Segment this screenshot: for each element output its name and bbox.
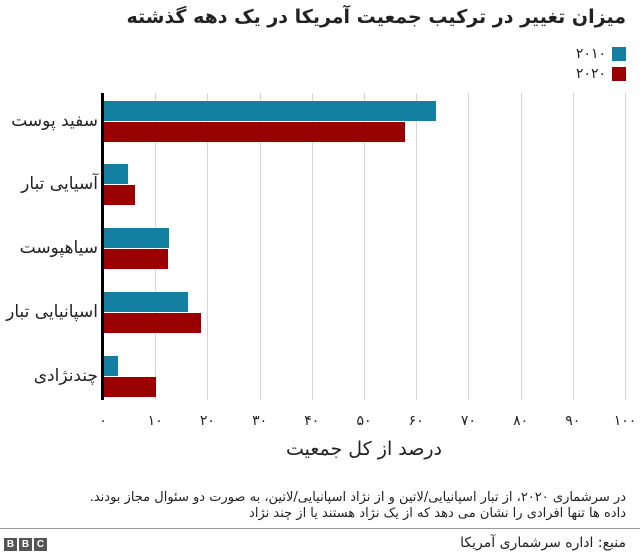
- x-tick-label: ۵۰: [356, 413, 372, 429]
- category-label: چندنژادی: [33, 366, 98, 386]
- gridline: [364, 93, 365, 400]
- x-tick-label: ۸۰: [513, 413, 529, 429]
- legend-item-2010: ۲۰۱۰: [576, 44, 626, 64]
- bar-2020: [103, 377, 157, 397]
- y-axis-line: [101, 93, 104, 400]
- legend-label-2010: ۲۰۱۰: [575, 46, 606, 62]
- plot-area: [103, 93, 626, 400]
- legend-swatch-2020: [612, 67, 626, 81]
- x-tick-label: ۳۰: [252, 413, 268, 429]
- footnote-line-1: در سرشماری ۲۰۲۰، از تبار اسپانیایی/لاتین…: [89, 490, 626, 505]
- x-tick-label: ۱۰۰: [613, 413, 637, 429]
- bar-2020: [103, 313, 201, 333]
- gridline: [207, 93, 209, 400]
- bar-2010: [103, 164, 129, 184]
- gridline: [468, 93, 470, 400]
- category-label: سیاهپوست: [19, 238, 98, 258]
- gridline: [520, 93, 522, 400]
- category-label: اسپانیایی تبار: [6, 302, 98, 322]
- footnote-line-2: داده ها تنها افرادی را نشان می دهد که از…: [249, 506, 626, 521]
- x-tick-label: ۷۰: [460, 413, 476, 429]
- bar-2010: [103, 101, 436, 121]
- category-label: آسیایی تبار: [21, 174, 98, 194]
- x-axis-label: درصد از کل جمعیت: [285, 438, 443, 460]
- legend: ۲۰۱۰ ۲۰۲۰: [576, 44, 626, 84]
- gridline: [572, 93, 574, 400]
- bbc-logo: B B C: [4, 538, 47, 551]
- footnote: در سرشماری ۲۰۲۰، از تبار اسپانیایی/لاتین…: [90, 490, 626, 522]
- x-tick-label: ۰: [99, 413, 107, 429]
- gridline: [259, 93, 261, 400]
- legend-item-2020: ۲۰۲۰: [576, 64, 626, 84]
- source-credit: منبع: اداره سرشماری آمریکا: [460, 535, 626, 551]
- gridline: [416, 93, 418, 400]
- logo-letter: B: [19, 538, 32, 551]
- gridline: [625, 93, 626, 400]
- x-tick-label: ۱۰: [147, 413, 163, 429]
- legend-label-2020: ۲۰۲۰: [575, 66, 606, 82]
- x-tick-label: ۴۰: [304, 413, 320, 429]
- category-label: سفید پوست: [11, 111, 98, 131]
- bar-2010: [103, 228, 169, 248]
- bar-2020: [103, 185, 135, 205]
- bar-2020: [103, 122, 405, 142]
- logo-letter: B: [4, 538, 17, 551]
- footer-divider: [0, 528, 640, 529]
- legend-swatch-2010: [612, 47, 626, 61]
- logo-letter: C: [34, 538, 47, 551]
- bar-2010: [103, 292, 189, 312]
- gridline: [311, 93, 313, 400]
- bar-2020: [103, 249, 168, 269]
- x-tick-label: ۲۰: [199, 413, 215, 429]
- chart-title: میزان تغییر در ترکیب جمعیت آمریکا در یک …: [126, 6, 626, 28]
- x-tick-label: ۹۰: [565, 413, 581, 429]
- x-tick-label: ۶۰: [408, 413, 424, 429]
- bar-2010: [103, 356, 119, 376]
